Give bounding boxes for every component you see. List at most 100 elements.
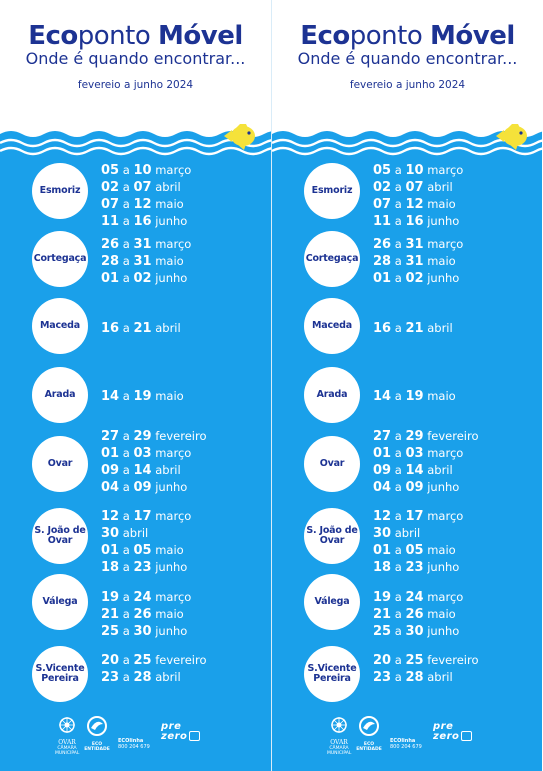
location-name: Arada — [32, 367, 88, 423]
date-range: 25 a 30 junho — [373, 623, 542, 640]
date-to: 10 — [405, 163, 424, 178]
date-month: abril — [122, 526, 149, 540]
date-range: 11 a 16 junho — [373, 213, 542, 230]
location-name: Ovar — [32, 436, 88, 492]
date-range: 05 a 10 março — [101, 162, 271, 179]
date-range: 04 a 09 junho — [373, 479, 542, 496]
date-from: 01 — [373, 543, 392, 558]
date-range: 02 a 07 abril — [373, 179, 542, 196]
date-from: 05 — [373, 163, 392, 178]
date-connector: a — [122, 237, 130, 251]
date-from: 25 — [101, 624, 120, 639]
date-from: 16 — [373, 321, 392, 336]
date-range: 04 a 09 junho — [101, 479, 271, 496]
location-name: Esmoriz — [304, 163, 360, 219]
date-connector: a — [122, 446, 130, 460]
prezero-line-1: pre — [433, 721, 454, 732]
date-range: 23 a 28 abril — [101, 669, 271, 686]
date-to: 28 — [405, 670, 424, 685]
date-from: 23 — [373, 670, 392, 685]
date-month: abril — [155, 180, 181, 194]
date-connector: a — [394, 180, 402, 194]
date-range: 21 a 26 maio — [373, 606, 542, 623]
date-month: março — [427, 509, 464, 523]
date-to: 19 — [133, 389, 152, 404]
date-range: 01 a 03 março — [373, 445, 542, 462]
eco-entity-logo: ECO ENTIDADE — [84, 716, 110, 752]
date-connector: a — [394, 560, 402, 574]
date-month: maio — [427, 543, 456, 557]
date-range: 19 a 24 março — [373, 589, 542, 606]
date-from: 18 — [101, 560, 120, 575]
eco-entity-logo-icon — [359, 716, 379, 736]
date-from: 28 — [373, 254, 392, 269]
date-connector: a — [122, 429, 130, 443]
date-connector: a — [394, 214, 402, 228]
date-month: junho — [427, 271, 460, 285]
date-month: abril — [427, 463, 453, 477]
date-to: 12 — [133, 197, 152, 212]
date-month: fevereiro — [155, 429, 207, 443]
date-month: junho — [155, 271, 188, 285]
location-name: S.Vicente Pereira — [304, 646, 360, 702]
prezero-logo: pre zero — [161, 722, 201, 741]
date-month: abril — [394, 526, 421, 540]
brand-movel: Móvel — [158, 21, 243, 51]
date-month: março — [427, 237, 464, 251]
date-from: 11 — [373, 214, 392, 229]
date-to: 05 — [133, 543, 152, 558]
date-list: 12 a 17 março 30 abril 01 a 05 maio 18 a 23… — [101, 508, 271, 576]
date-to: 05 — [405, 543, 424, 558]
date-from: 19 — [101, 590, 120, 605]
date-list: 12 a 17 março 30 abril 01 a 05 maio 18 a 23… — [373, 508, 542, 576]
brand-ponto: ponto — [77, 21, 151, 51]
date-month: abril — [155, 670, 181, 684]
date-connector: a — [394, 321, 402, 335]
date-month: fevereiro — [155, 653, 207, 667]
ecolinha-info: ECOlinha 800 204 679 — [390, 738, 422, 750]
date-connector: a — [122, 254, 130, 268]
date-month: março — [155, 446, 192, 460]
date-range: 11 a 16 junho — [101, 213, 271, 230]
prezero-line-2-wrap: zero — [433, 731, 473, 741]
date-to: 02 — [405, 271, 424, 286]
date-range: 20 a 25 fevereiro — [373, 652, 542, 669]
date-month: maio — [427, 197, 456, 211]
date-list: 16 a 21 abril — [373, 320, 542, 337]
date-range: 09 a 14 abril — [101, 462, 271, 479]
brand-movel: Móvel — [430, 21, 515, 51]
date-from: 05 — [101, 163, 120, 178]
date-month: maio — [427, 607, 456, 621]
date-list: 26 a 31 março 28 a 31 maio 01 a 02 junho — [101, 236, 271, 287]
date-range: 01 a 03 março — [101, 445, 271, 462]
date-month: março — [427, 590, 464, 604]
date-from: 21 — [373, 607, 392, 622]
date-connector: a — [122, 509, 130, 523]
date-to: 31 — [133, 254, 152, 269]
date-range: 01 a 05 maio — [101, 542, 271, 559]
date-connector: a — [122, 590, 130, 604]
date-to: 07 — [405, 180, 424, 195]
ovar-logo-icon — [59, 717, 75, 733]
date-range: 07 a 12 maio — [101, 196, 271, 213]
date-connector: a — [122, 607, 130, 621]
date-list: 14 a 19 maio — [101, 388, 271, 405]
location-name: Válega — [304, 574, 360, 630]
date-to: 24 — [133, 590, 152, 605]
date-connector: a — [394, 237, 402, 251]
date-from: 04 — [373, 480, 392, 495]
location-name: Arada — [304, 367, 360, 423]
date-month: fevereiro — [427, 653, 479, 667]
location-name: S.Vicente Pereira — [32, 646, 88, 702]
date-to: 29 — [405, 429, 424, 444]
date-range: 28 a 31 maio — [101, 253, 271, 270]
date-from: 30 — [101, 526, 120, 541]
date-month: junho — [427, 214, 460, 228]
date-month: maio — [155, 389, 184, 403]
date-month: fevereiro — [427, 429, 479, 443]
date-range: 20 a 25 fevereiro — [101, 652, 271, 669]
date-from: 11 — [101, 214, 120, 229]
date-connector: a — [394, 446, 402, 460]
prezero-logo: pre zero — [433, 721, 473, 741]
date-from: 26 — [101, 237, 120, 252]
